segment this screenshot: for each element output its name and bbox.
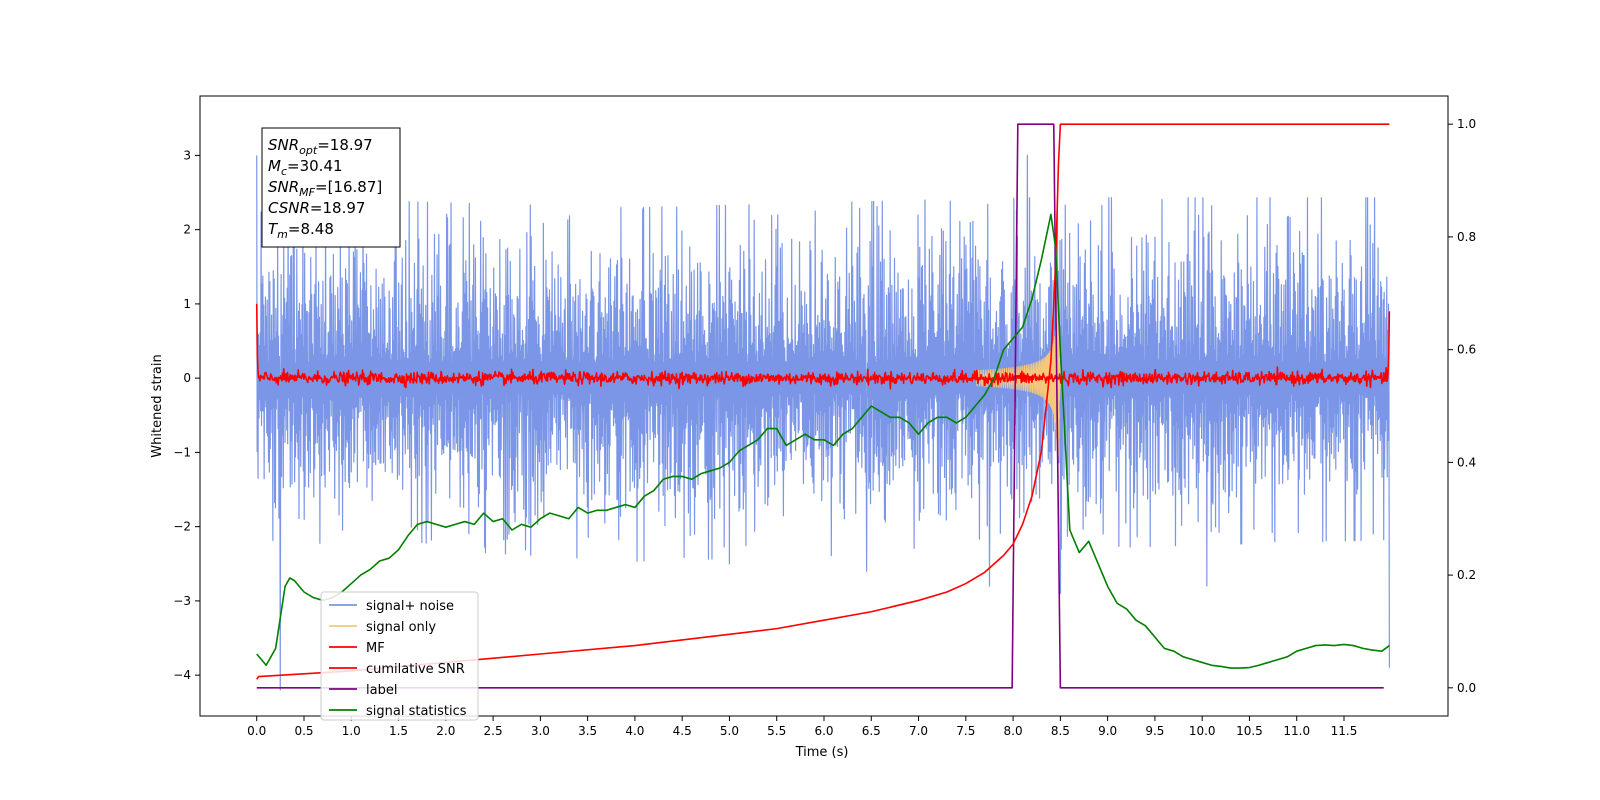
legend-label: signal+ noise (366, 599, 454, 614)
x-tick-label: 5.0 (720, 724, 739, 738)
y-left-tick-label: −3 (173, 594, 191, 608)
x-tick-label: 6.5 (862, 724, 881, 738)
y-left-tick-label: 0 (183, 371, 191, 385)
x-tick-label: 2.0 (436, 724, 455, 738)
y-axis-right: 0.0 0.2 0.4 0.6 0.8 1.0 (1448, 117, 1476, 695)
x-tick-label: 7.0 (909, 724, 928, 738)
y-right-tick-label: 0.0 (1457, 681, 1476, 695)
legend-label: cumilative SNR (366, 662, 465, 677)
legend-label: signal only (366, 620, 436, 635)
x-tick-label: 0.5 (294, 724, 313, 738)
y-axis-label: Whitened strain (150, 354, 165, 457)
x-tick-label: 1.0 (342, 724, 361, 738)
series-cumulative-snr (256, 123, 1390, 680)
x-tick-label: 3.0 (531, 724, 550, 738)
x-tick-label: 6.0 (814, 724, 833, 738)
legend-label: label (366, 683, 397, 698)
y-left-tick-label: −4 (173, 668, 191, 682)
series-layer (255, 123, 1391, 691)
x-tick-label: 4.5 (673, 724, 692, 738)
annotation-box: SNRopt=18.97Mc=30.41SNRMF=[16.87]CSNR=18… (261, 127, 401, 248)
x-tick-label: 3.5 (578, 724, 597, 738)
x-tick-label: 11.5 (1331, 724, 1358, 738)
series-mf (255, 303, 1391, 390)
legend-label: signal statistics (366, 704, 467, 719)
x-tick-label: 10.5 (1236, 724, 1263, 738)
x-tick-label: 4.0 (625, 724, 644, 738)
annotation-line: SNRopt=18.97 (268, 136, 373, 157)
annotation-line: CSNR=18.97 (268, 199, 365, 217)
x-tick-label: 8.0 (1004, 724, 1023, 738)
x-axis: 0.0 0.5 1.0 1.5 2.0 2.5 3.0 3.5 4.0 4.5 5.0 5.5 6.0 6… (247, 716, 1357, 738)
y-left-tick-label: −2 (173, 520, 191, 534)
legend-label: MF (366, 641, 385, 656)
y-right-tick-label: 0.6 (1457, 343, 1476, 357)
legend-frame (320, 591, 479, 721)
annotation-line: SNRMF=[16.87] (268, 178, 382, 199)
x-tick-label: 0.0 (247, 724, 266, 738)
annotation-line: Tm=8.48 (268, 220, 334, 241)
series-signal-noise (256, 154, 1390, 691)
x-tick-label: 9.0 (1098, 724, 1117, 738)
x-tick-label: 7.5 (956, 724, 975, 738)
legend: signal+ noise signal only MF cumilative SNR… (320, 591, 479, 721)
y-left-tick-label: 1 (183, 297, 191, 311)
x-tick-label: 10.0 (1189, 724, 1216, 738)
y-left-tick-label: 3 (183, 148, 191, 162)
x-axis-label: Time (s) (795, 745, 849, 760)
series-label (256, 123, 1384, 689)
annotation-frame (261, 127, 401, 248)
y-right-tick-label: 1.0 (1457, 117, 1476, 131)
y-right-tick-label: 0.8 (1457, 230, 1476, 244)
x-tick-label: 8.5 (1051, 724, 1070, 738)
x-tick-label: 9.5 (1145, 724, 1164, 738)
x-tick-label: 5.5 (767, 724, 786, 738)
x-tick-label: 1.5 (389, 724, 408, 738)
y-right-tick-label: 0.2 (1457, 568, 1476, 582)
y-left-tick-label: −1 (173, 445, 191, 459)
y-right-tick-label: 0.4 (1457, 455, 1476, 469)
x-tick-label: 2.5 (484, 724, 503, 738)
y-axis-left: −4 −3 −2 −1 0 1 2 3 (173, 148, 200, 682)
series-signal-statistics (256, 213, 1390, 669)
y-left-tick-label: 2 (183, 223, 191, 237)
annotation-line: Mc=30.41 (268, 157, 343, 178)
x-tick-label: 11.0 (1283, 724, 1310, 738)
